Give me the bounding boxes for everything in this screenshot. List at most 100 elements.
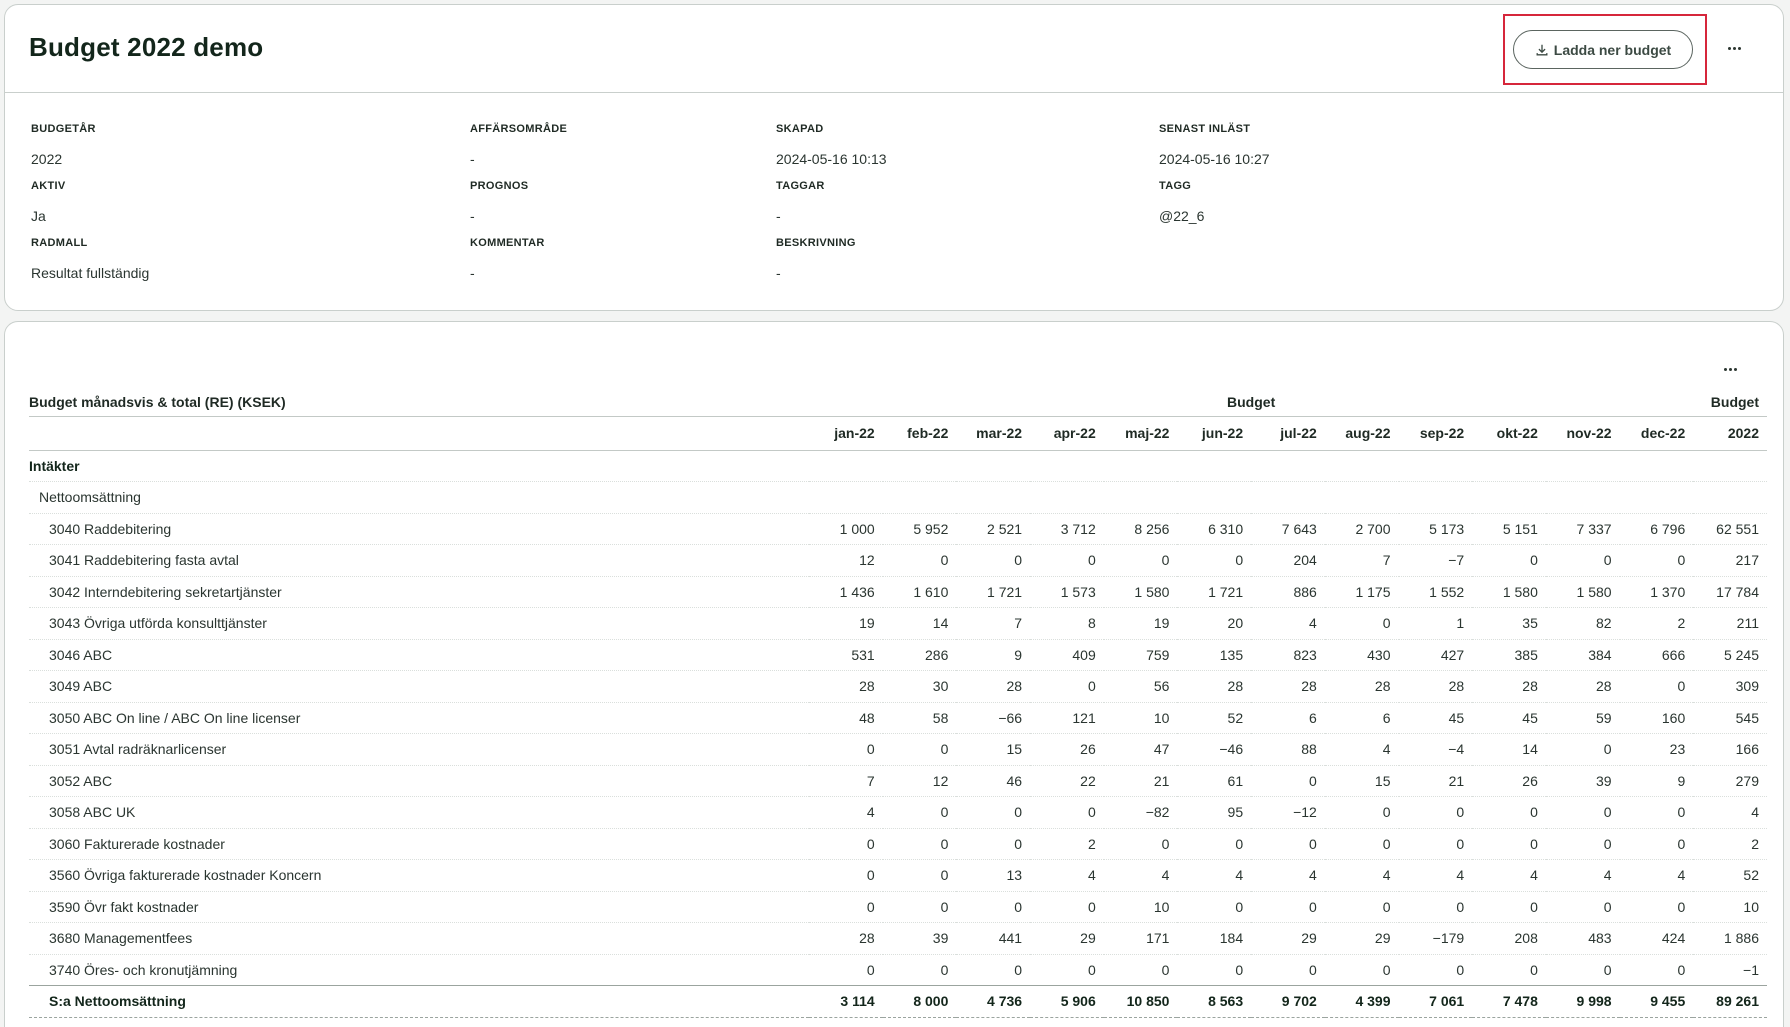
- table-row[interactable]: 3560 Övriga fakturerade kostnader Koncer…: [29, 859, 1767, 892]
- table-row[interactable]: 3046 ABC 531 286 9 409 759 135 823 430 427 385 384 6…: [29, 639, 1767, 671]
- table-cell: 4: [1177, 859, 1252, 892]
- table-row[interactable]: 3043 Övriga utförda konsulttjänster 19 14 7…: [29, 607, 1767, 640]
- table-cell: 6 796: [1619, 513, 1694, 545]
- table-title: Budget månadsvis & total (RE) (KSEK): [29, 388, 809, 417]
- table-cell: 28: [1251, 670, 1325, 703]
- column-header[interactable]: okt-22: [1472, 416, 1546, 451]
- table-cell: 6: [1324, 702, 1399, 734]
- table-cell: 1 436: [809, 576, 883, 608]
- table-cell: 0: [1472, 796, 1546, 829]
- table-row[interactable]: 3680 Managementfees 28 39 441 29 171 184 29 29 −1…: [29, 922, 1767, 955]
- table-cell: 1 000: [809, 513, 883, 545]
- table-cell: 2: [1030, 828, 1104, 860]
- table-row[interactable]: 3041 Raddebitering fasta avtal 12 0 0 0 0 0 204…: [29, 544, 1767, 577]
- table-cell: 28: [1324, 670, 1399, 703]
- table-cell: 29: [1251, 922, 1325, 955]
- table-cell: 5 151: [1472, 513, 1546, 545]
- table-cell: 0: [809, 828, 883, 860]
- table-cell: 15: [956, 733, 1031, 766]
- table-cell: 3 712: [1030, 513, 1104, 545]
- column-header[interactable]: aug-22: [1324, 416, 1399, 451]
- column-header-label: [29, 416, 809, 451]
- column-header[interactable]: feb-22: [882, 416, 957, 451]
- more-options-icon[interactable]: [1721, 41, 1747, 55]
- table-cell: 56: [1103, 670, 1178, 703]
- table-cell: 48: [809, 702, 883, 734]
- group-row: Nettoomsättning: [29, 481, 1767, 514]
- table-row[interactable]: 3058 ABC UK 4 0 0 0 −82 95 −12 0 0 0 0 0 4: [29, 796, 1767, 829]
- sum-cell: 10 850: [1103, 985, 1178, 1018]
- table-cell: 19: [809, 607, 883, 640]
- table-row[interactable]: 3740 Öres- och kronutjämning 0 0 0 0 0 0 0 0 0 0 0 0…: [29, 954, 1767, 986]
- sum-label: S:a Nettoomsättning: [29, 985, 809, 1018]
- meta-value: Resultat fullständig: [31, 265, 150, 281]
- table-cell: 0: [1251, 891, 1325, 923]
- table-cell: 0: [1030, 796, 1104, 829]
- table-row[interactable]: 3052 ABC 7 12 46 22 21 61 0 15 21 26 39 9 279: [29, 765, 1767, 797]
- table-cell: 0: [882, 828, 957, 860]
- table-cell: 47: [1103, 733, 1178, 766]
- table-cell: 9: [956, 639, 1031, 671]
- table-row[interactable]: 3051 Avtal radräknarlicenser 0 0 15 26 47 −46 8…: [29, 733, 1767, 766]
- table-cell: 1 721: [1177, 576, 1252, 608]
- table-cell: 7: [956, 607, 1031, 640]
- table-cell: 166: [1693, 733, 1767, 766]
- table-row[interactable]: 3590 Övr fakt kostnader 0 0 0 0 10 0 0 0 0 0 0 0 10: [29, 891, 1767, 923]
- table-cell: 7 337: [1545, 513, 1620, 545]
- table-cell: 19: [1103, 607, 1178, 640]
- table-cell: 0: [1472, 544, 1546, 577]
- table-cell: 12: [809, 544, 883, 577]
- table-cell: 0: [1472, 891, 1546, 923]
- table-row[interactable]: 3042 Interndebitering sekretartjänster 1 …: [29, 576, 1767, 608]
- column-header[interactable]: apr-22: [1030, 416, 1104, 451]
- group-label: Nettoomsättning: [29, 481, 809, 514]
- section-row: Intäkter: [29, 450, 1767, 482]
- table-cell: 14: [1472, 733, 1546, 766]
- table-cell: 4: [1030, 859, 1104, 892]
- sum-cell: 3 114: [809, 985, 883, 1018]
- table-cell: 0: [882, 544, 957, 577]
- meta-label: TAGG: [1159, 180, 1192, 192]
- table-cell: 4: [809, 796, 883, 829]
- table-cell: 35: [1472, 607, 1546, 640]
- table-cell: 61: [1177, 765, 1252, 797]
- meta-item: TAGGAR -: [776, 180, 825, 224]
- table-cell: 135: [1177, 639, 1252, 671]
- column-header[interactable]: 2022: [1693, 416, 1767, 451]
- account-label: 3060 Fakturerade kostnader: [29, 828, 809, 860]
- table-cell: 0: [1619, 670, 1694, 703]
- table-cell: 0: [1177, 954, 1252, 986]
- column-header[interactable]: mar-22: [956, 416, 1031, 451]
- table-cell: 1 552: [1398, 576, 1473, 608]
- account-label: 3590 Övr fakt kostnader: [29, 891, 809, 923]
- table-cell: 286: [882, 639, 957, 671]
- sum-cell: 8 563: [1177, 985, 1252, 1018]
- table-cell: 0: [1472, 828, 1546, 860]
- budget-header: Budget 2022 demo Ladda ner budget: [5, 5, 1783, 93]
- table-cell: −12: [1251, 796, 1325, 829]
- table-row[interactable]: 3060 Fakturerade kostnader 0 0 0 2 0 0 0 0 0 0 0 0 2: [29, 828, 1767, 860]
- download-budget-button[interactable]: Ladda ner budget: [1513, 30, 1693, 69]
- column-header[interactable]: sep-22: [1398, 416, 1473, 451]
- column-header[interactable]: jan-22: [809, 416, 883, 451]
- meta-value: 2024-05-16 10:27: [1159, 151, 1270, 167]
- column-header[interactable]: maj-22: [1103, 416, 1178, 451]
- account-label: 3740 Öres- och kronutjämning: [29, 954, 809, 986]
- table-row[interactable]: 3049 ABC 28 30 28 0 56 28 28 28 28 28 28 0 309: [29, 670, 1767, 703]
- table-row[interactable]: 3040 Raddebitering 1 000 5 952 2 521 3 712 8 …: [29, 513, 1767, 545]
- table-cell: 1 721: [956, 576, 1031, 608]
- column-header[interactable]: nov-22: [1545, 416, 1620, 451]
- table-cell: 21: [1103, 765, 1178, 797]
- table-cell: 0: [1398, 954, 1473, 986]
- meta-item: SKAPAD 2024-05-16 10:13: [776, 123, 887, 167]
- column-header[interactable]: jul-22: [1251, 416, 1325, 451]
- budget-info-card: Budget 2022 demo Ladda ner budget BUDGET…: [4, 4, 1784, 311]
- table-cell: 30: [882, 670, 957, 703]
- table-cell: 4: [1251, 859, 1325, 892]
- column-header[interactable]: dec-22: [1619, 416, 1694, 451]
- table-cell: 5 245: [1693, 639, 1767, 671]
- table-row[interactable]: 3050 ABC On line / ABC On line licenser 4…: [29, 702, 1767, 734]
- table-cell: 10: [1693, 891, 1767, 923]
- column-header[interactable]: jun-22: [1177, 416, 1252, 451]
- table-more-options-icon[interactable]: [1717, 362, 1743, 376]
